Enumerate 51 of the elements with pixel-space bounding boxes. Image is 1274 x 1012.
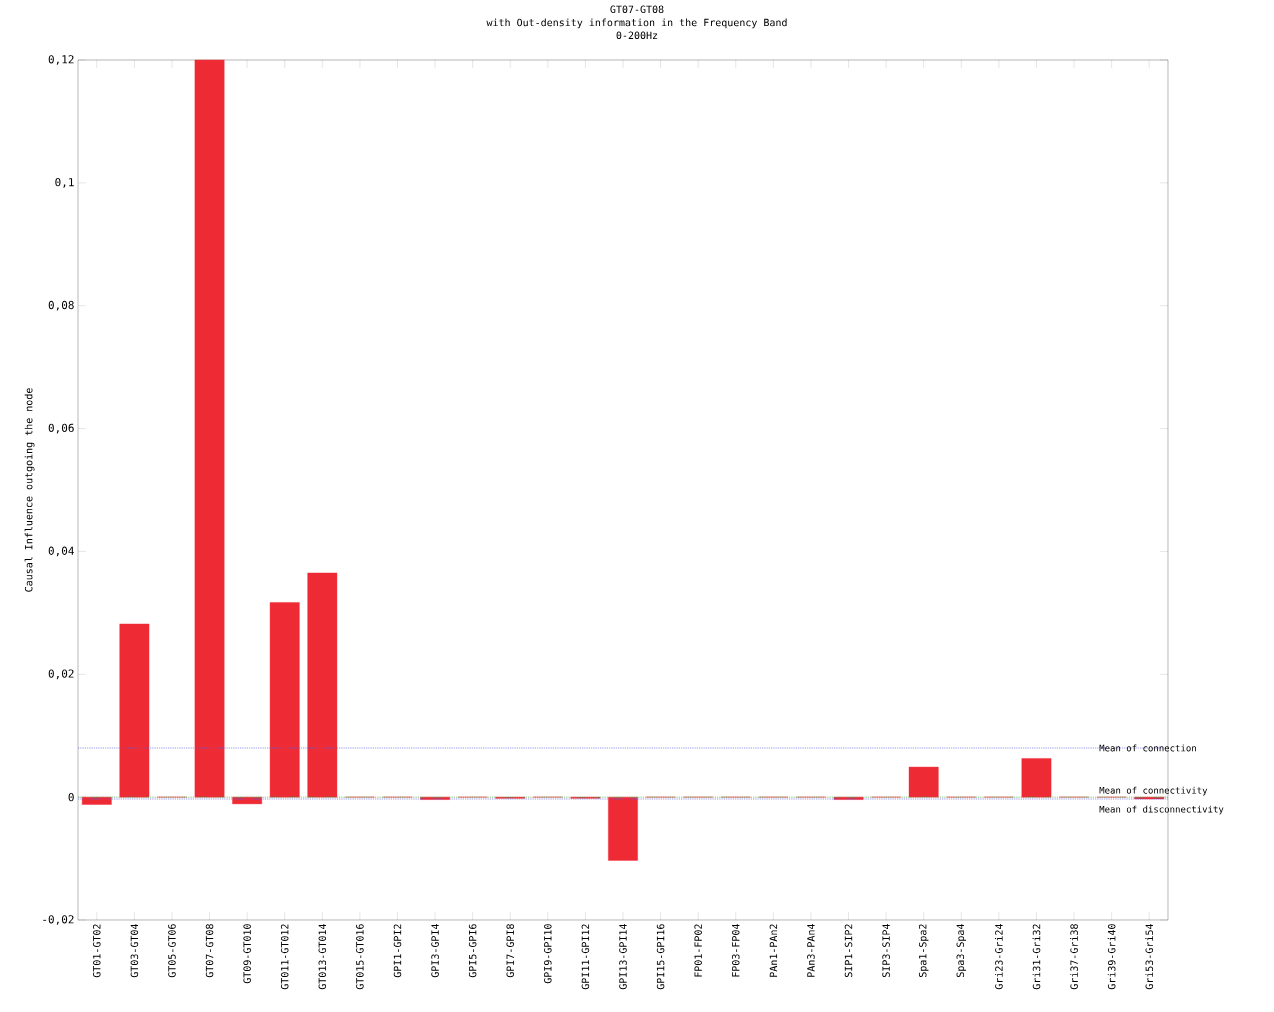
- ref-line-label: Mean of connectivity: [1099, 786, 1208, 796]
- x-tick-label: SIP3-SIP4: [882, 924, 890, 978]
- x-tick-label: GPI11-GPI12: [581, 924, 590, 990]
- x-tick-label: Spa3-Spa4: [956, 924, 967, 978]
- x-tick-label: GPI9-GPI10: [544, 924, 552, 984]
- x-tick-label: GPI3-GPI4: [431, 924, 439, 978]
- ref-line-label: Mean of disconnectivity: [1099, 805, 1224, 815]
- bar: [194, 59, 225, 798]
- x-tick-label: PAn1-PAn2: [769, 924, 778, 977]
- x-tick-label: FP01-FP02: [694, 924, 702, 977]
- y-tick-label: 0,06: [48, 423, 74, 434]
- bar: [1021, 758, 1052, 798]
- x-tick-label: Spa1-Spa2: [918, 924, 929, 978]
- x-tick-label: GPI13-GPI14: [619, 924, 627, 990]
- y-tick-label: 0: [68, 792, 74, 802]
- x-tick-label: Gri37-Gri38: [1070, 924, 1078, 990]
- x-tick-label: GT013-GT014: [318, 924, 327, 990]
- y-tick-label: 0,02: [48, 669, 74, 680]
- x-tick-label: GT09-GT010: [243, 924, 251, 984]
- x-tick-label: Gri23-Gri24: [994, 924, 1003, 990]
- x-tick-label: GPI15-GPI16: [656, 924, 665, 990]
- y-tick-label: 0,1: [55, 178, 74, 188]
- x-tick-label: Gri31-Gri32: [1032, 924, 1041, 990]
- y-tick-label: 0,12: [48, 55, 74, 65]
- ref-line-label: Mean of connection: [1099, 744, 1196, 752]
- x-tick-label: Gri53-Gri54: [1145, 924, 1154, 990]
- x-tick-label: GT05-GT06: [168, 924, 176, 978]
- bar: [269, 602, 300, 798]
- x-tick-label: GT07-GT08: [205, 924, 214, 978]
- bar: [908, 766, 939, 798]
- x-tick-label: GPI7-GPI8: [506, 924, 515, 978]
- y-tick-label: 0,04: [48, 546, 74, 557]
- x-tick-label: SIP1-SIP2: [844, 924, 853, 978]
- chart-title: GT07-GT08: [610, 5, 664, 14]
- x-tick-label: GT01-GT02: [93, 924, 101, 978]
- bar: [119, 623, 150, 798]
- x-tick-label: GT015-GT016: [356, 924, 364, 990]
- x-tick-label: FP03-FP04: [731, 924, 740, 977]
- x-tick-label: GPI1-GPI2: [393, 924, 402, 978]
- x-tick-label: GT03-GT04: [130, 924, 139, 978]
- text: 0-200Hz: [616, 31, 658, 40]
- chart-subtitle: with Out-density information in the Frequency Band: [486, 18, 787, 29]
- y-axis-title: Causal Influence outgoing the node: [24, 388, 35, 592]
- x-tick-label: PAn3-PAn4: [807, 924, 815, 977]
- y-tick-label: 0,08: [48, 300, 74, 311]
- bar: [608, 796, 638, 861]
- x-tick-label: GT011-GT012: [280, 924, 289, 990]
- y-tick-label: -0,02: [43, 915, 74, 925]
- x-tick-label: GPI5-GPI6: [468, 924, 477, 978]
- bar: [307, 572, 338, 798]
- x-tick-label: Gri39-Gri40: [1107, 924, 1116, 990]
